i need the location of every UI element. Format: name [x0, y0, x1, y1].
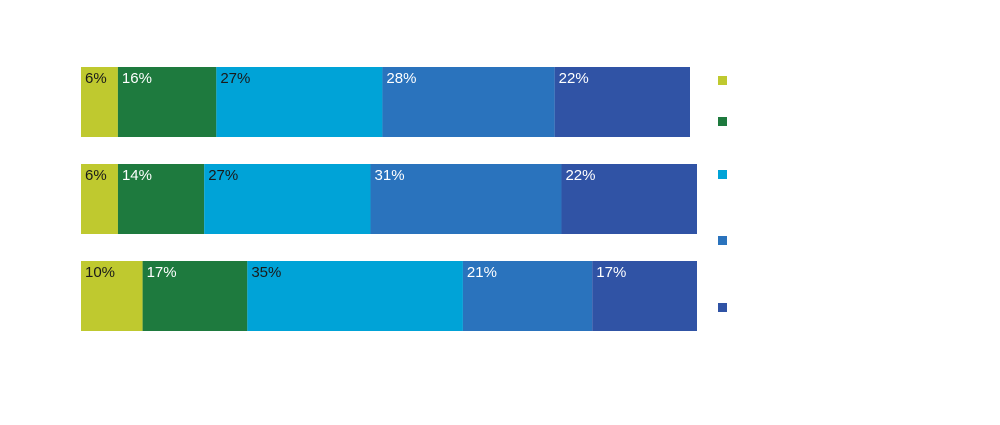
data-label-row2-series1: 6% [85, 167, 107, 184]
data-label-row3-series2: 17% [147, 264, 177, 281]
data-label-row2-series2: 14% [122, 167, 152, 184]
legend-swatch-series1 [718, 76, 727, 85]
data-label-row3-series5: 17% [596, 264, 626, 281]
bar-segment-row3-series2 [142, 261, 248, 331]
data-label-row2-series3: 27% [208, 167, 238, 184]
legend-swatch-series5 [718, 303, 727, 312]
bar-segment-row2-series2 [117, 164, 205, 234]
bar-segment-row1-series3 [216, 67, 383, 137]
bar-segment-row2-series3 [204, 164, 371, 234]
bar-segment-row2-series4 [370, 164, 562, 234]
legend-swatch-series4 [718, 236, 727, 245]
data-label-row1-series3: 27% [220, 70, 250, 87]
bar-segment-row1-series2 [117, 67, 217, 137]
data-label-row3-series1: 10% [85, 264, 115, 281]
legend [718, 76, 727, 312]
bar-segment-row2-series1 [81, 164, 118, 234]
data-label-row3-series4: 21% [467, 264, 497, 281]
data-label-row1-series5: 22% [559, 70, 589, 87]
data-label-row2-series5: 22% [565, 167, 595, 184]
bar-segment-row3-series3 [247, 261, 463, 331]
bars-group: 6% 16% 27% 28% 22% 6% 14% 27% 31% 22% 10% 17% 35% 21%… [81, 67, 697, 331]
bar-segment-row1-series1 [81, 67, 118, 137]
data-label-row1-series1: 6% [85, 70, 107, 87]
bar-segment-row3-series5 [592, 261, 697, 331]
data-label-row3-series3: 35% [251, 264, 281, 281]
data-label-row2-series4: 31% [375, 167, 405, 184]
bar-segment-row1-series5 [554, 67, 690, 137]
bar-segment-row3-series4 [462, 261, 593, 331]
bar-segment-row2-series5 [561, 164, 697, 234]
bar-segment-row3-series1 [81, 261, 143, 331]
legend-swatch-series2 [718, 117, 727, 126]
data-label-row1-series4: 28% [386, 70, 416, 87]
bar-segment-row1-series4 [382, 67, 555, 137]
legend-swatch-series3 [718, 170, 727, 179]
data-label-row1-series2: 16% [122, 70, 152, 87]
